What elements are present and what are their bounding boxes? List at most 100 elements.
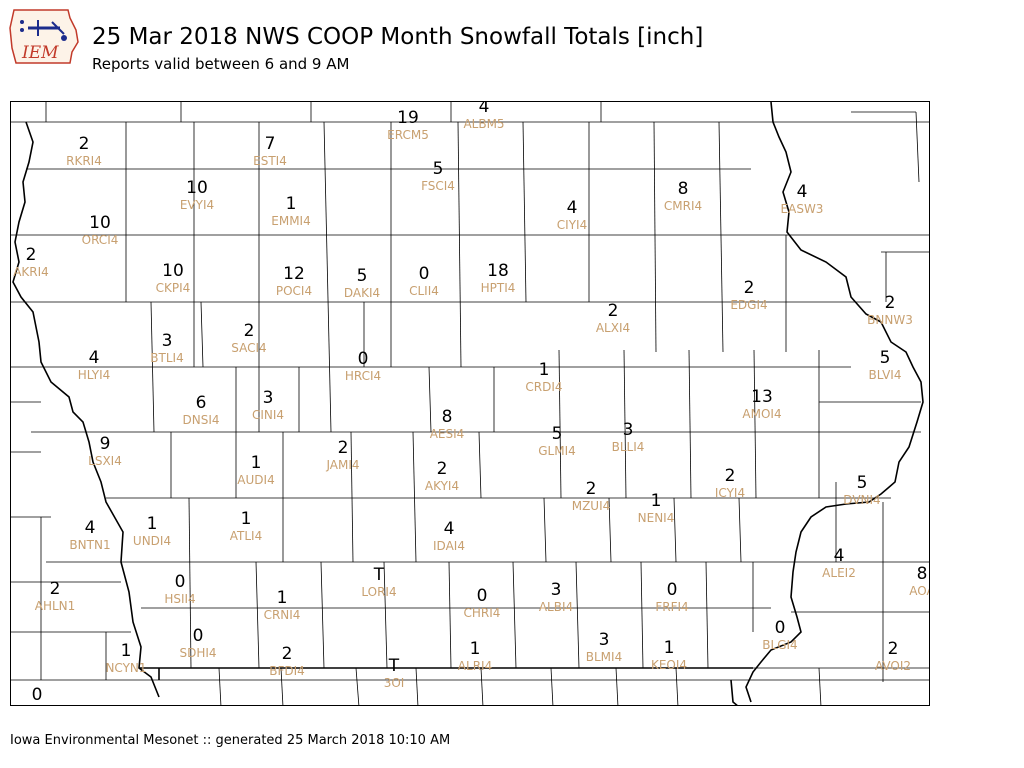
station-id-label: MZUI4 (572, 499, 611, 513)
station-id-label: ALRI4 (458, 659, 492, 673)
station-id-label: SACI4 (231, 341, 266, 355)
snowfall-value: 2 (586, 479, 597, 499)
station-id-label: IDAI4 (433, 539, 465, 553)
snowfall-value: 0 (358, 349, 369, 369)
station-id-label: ALBM5 (463, 117, 504, 131)
station-id-label: HRCI4 (345, 369, 381, 383)
station-id-label: CRNI4 (264, 608, 301, 622)
station-id-label: NCYN1 (105, 661, 146, 675)
snowfall-value: 8 (678, 179, 689, 199)
station-id-label: AKYI4 (425, 479, 459, 493)
station-id-label: UNDI4 (133, 534, 171, 548)
snowfall-value: 0 (667, 580, 678, 600)
snowfall-value: 1 (147, 514, 158, 534)
station-id-label: ATLI4 (230, 529, 262, 543)
station-id-label: LSXI4 (88, 454, 122, 468)
station-id-label: BNTN1 (69, 538, 110, 552)
station-id-label: AVOI2 (875, 659, 911, 673)
snowfall-value: 1 (664, 638, 675, 658)
station-id-label: DNSI4 (182, 413, 219, 427)
station-id-label: DVNI4 (843, 493, 880, 507)
snowfall-value: 10 (162, 261, 184, 281)
station-id-label: ALBI4 (539, 600, 573, 614)
station-id-label: RKRI4 (66, 154, 102, 168)
station-id-label: GLMI4 (538, 444, 576, 458)
station-id-label: ERCM5 (387, 128, 429, 142)
station-id-label: CMRI4 (664, 199, 702, 213)
snowfall-value: 3 (551, 580, 562, 600)
snowfall-value: 5 (433, 159, 444, 179)
snowfall-value: 4 (89, 348, 100, 368)
snowfall-value: 7 (265, 134, 276, 154)
station-aoa: 8AOA (909, 564, 929, 598)
snowfall-value: 10 (186, 178, 208, 198)
footer-credit: Iowa Environmental Mesonet :: generated … (10, 733, 451, 748)
snowfall-value: 12 (283, 264, 305, 284)
station-id-label: EDGI4 (730, 298, 767, 312)
snowfall-value: 2 (26, 245, 37, 265)
page-subtitle: Reports valid between 6 and 9 AM (92, 55, 350, 73)
snowfall-value: 5 (552, 424, 563, 444)
iem-logo: IEM (8, 8, 80, 66)
station-id-label: HPTI4 (481, 281, 516, 295)
station-id-label: AUDI4 (237, 473, 274, 487)
snowfall-value: T (373, 565, 385, 585)
station-id-label: BTLI4 (150, 351, 183, 365)
snowfall-value: 9 (100, 434, 111, 454)
station-id-label: JAMI4 (325, 458, 359, 472)
station-id-label: AMOI4 (742, 407, 781, 421)
snowfall-value: 1 (470, 639, 481, 659)
snowfall-value: 4 (797, 182, 808, 202)
snowfall-value: 2 (888, 639, 899, 659)
snowfall-value: 13 (751, 387, 773, 407)
state-boundaries (12, 102, 924, 705)
snowfall-value: 3 (263, 388, 274, 408)
snowfall-value: 1 (251, 453, 262, 473)
snowfall-value: 10 (89, 213, 111, 233)
station-id-label: AESI4 (430, 427, 465, 441)
station-id-label: AHLN1 (35, 599, 76, 613)
station-id-label: NENI4 (638, 511, 675, 525)
station-id-label: EMMI4 (271, 214, 310, 228)
snowfall-value: 1 (286, 194, 297, 214)
station-id-label: BLVI4 (869, 368, 902, 382)
station-id-label: CRDI4 (525, 380, 562, 394)
snowfall-value: 2 (437, 459, 448, 479)
